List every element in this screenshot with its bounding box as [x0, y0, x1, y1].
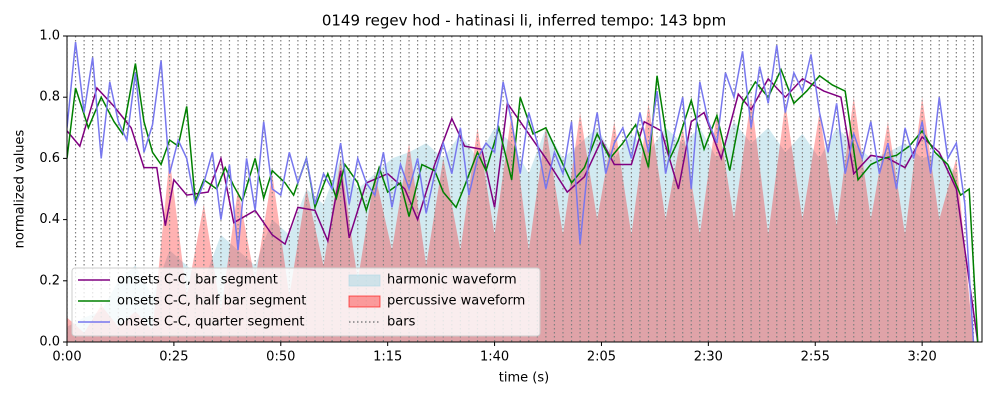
legend-swatch — [348, 274, 381, 287]
line — [67, 77, 979, 342]
x-tick-label: 1:40 — [480, 350, 509, 365]
x-tick-label: 2:30 — [694, 350, 723, 365]
x-tick-label: 3:20 — [908, 350, 937, 365]
legend-label: onsets C-C, half bar segment — [117, 294, 306, 309]
y-tick-label: 0.0 — [39, 335, 60, 350]
y-tick-label: 0.4 — [39, 212, 60, 227]
axes-frame — [66, 35, 983, 343]
legend-label: bars — [387, 315, 416, 330]
y-tick-label: 0.8 — [39, 90, 60, 105]
x-tick-label: 0:50 — [266, 350, 295, 365]
y-tick-label: 1.0 — [39, 29, 60, 44]
legend-label: percussive waveform — [387, 294, 525, 309]
legend-label: onsets C-C, bar segment — [117, 273, 278, 288]
chart-title: 0149 regev hod - hatinasi li, inferred t… — [322, 12, 726, 30]
x-tick-label: 1:15 — [373, 350, 402, 365]
x-tick-label: 2:05 — [587, 350, 616, 365]
y-tick-label: 0.6 — [39, 151, 60, 166]
x-tick-label: 2:55 — [801, 350, 830, 365]
legend-label: onsets C-C, quarter segment — [117, 315, 304, 330]
legend: onsets C-C, bar segment onsets C-C, half … — [71, 267, 541, 337]
x-tick-label: 0:25 — [159, 350, 188, 365]
y-axis-label: normalized values — [13, 129, 28, 248]
y-tick-label: 0.2 — [39, 273, 60, 288]
legend-swatch — [348, 295, 381, 308]
legend-label: harmonic waveform — [387, 273, 517, 288]
x-axis-label: time (s) — [499, 371, 549, 386]
legend-box — [71, 267, 541, 337]
line — [67, 63, 979, 342]
x-tick-label: 0:00 — [52, 350, 81, 365]
line — [67, 42, 975, 342]
